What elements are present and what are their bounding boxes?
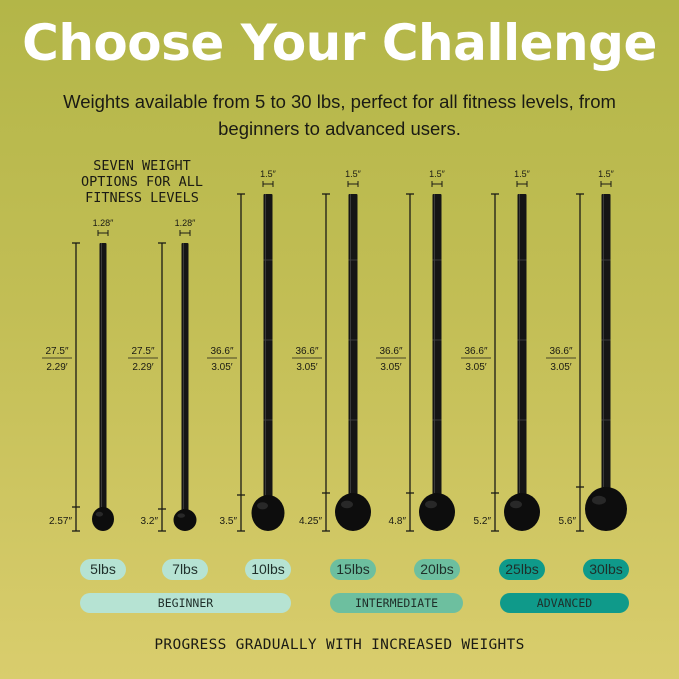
diameter-label: 1.28″ (93, 218, 115, 228)
mace-head (504, 493, 540, 531)
length-feet-label: 2.29′ (46, 362, 67, 373)
diameter-label: 1.5″ (345, 169, 362, 179)
length-feet-label: 3.05′ (380, 362, 401, 373)
mace-shaft (99, 243, 107, 511)
mace-shaft (263, 194, 273, 499)
side-label: SEVEN WEIGHT OPTIONS FOR ALL FITNESS LEV… (81, 158, 203, 206)
diameter-label: 1.28″ (175, 218, 197, 228)
diameter-label: 1.5″ (514, 169, 531, 179)
weight-pill-10lbs: 10lbs (245, 559, 291, 580)
weight-pill-20lbs: 20lbs (414, 559, 460, 580)
head-size-label: 3.5″ (220, 516, 238, 527)
mace-shaft (601, 194, 611, 491)
mace-head (585, 487, 627, 531)
length-inches-label: 27.5″ (45, 346, 68, 357)
length-feet-label: 2.29′ (132, 362, 153, 373)
mace-head (419, 493, 455, 531)
diameter-label: 1.5″ (429, 169, 446, 179)
diameter-label: 1.5″ (598, 169, 615, 179)
level-beginner: BEGINNER (80, 593, 291, 613)
length-inches-label: 36.6″ (210, 346, 233, 357)
mace-head (173, 509, 197, 531)
subtitle: Weights available from 5 to 30 lbs, perf… (63, 91, 616, 139)
head-size-label: 2.57″ (49, 516, 72, 527)
mace-shaft (432, 194, 442, 497)
head-highlight (592, 495, 606, 505)
length-inches-label: 36.6″ (549, 346, 572, 357)
head-size-label: 4.25″ (299, 516, 322, 527)
head-highlight (341, 500, 353, 509)
head-highlight (95, 511, 104, 517)
length-feet-label: 3.05′ (296, 362, 317, 373)
mace-shaft (348, 194, 358, 497)
level-advanced: ADVANCED (500, 593, 629, 613)
length-inches-label: 27.5″ (131, 346, 154, 357)
length-feet-label: 3.05′ (550, 362, 571, 373)
head-size-label: 5.6″ (559, 516, 577, 527)
head-highlight (257, 502, 268, 510)
length-inches-label: 36.6″ (295, 346, 318, 357)
weight-pill-15lbs: 15lbs (330, 559, 376, 580)
mace-shaft (517, 194, 527, 497)
head-highlight (177, 513, 186, 518)
head-size-label: 3.2″ (141, 516, 159, 527)
weight-pill-25lbs: 25lbs (499, 559, 545, 580)
level-intermediate: INTERMEDIATE (330, 593, 463, 613)
footer-text: PROGRESS GRADUALLY WITH INCREASED WEIGHT… (154, 637, 525, 653)
head-size-label: 5.2″ (474, 516, 492, 527)
head-highlight (425, 500, 437, 509)
weight-pill-5lbs: 5lbs (80, 559, 126, 580)
length-feet-label: 3.05′ (211, 362, 232, 373)
length-feet-label: 3.05′ (465, 362, 486, 373)
length-inches-label: 36.6″ (464, 346, 487, 357)
mace-head (92, 507, 114, 531)
mace-head (335, 493, 371, 531)
mace-shaft (181, 243, 189, 513)
page-title: Choose Your Challenge (22, 14, 657, 72)
weight-pill-7lbs: 7lbs (162, 559, 208, 580)
mace-head (251, 495, 285, 531)
head-size-label: 4.8″ (389, 516, 407, 527)
diameter-label: 1.5″ (260, 169, 277, 179)
length-inches-label: 36.6″ (379, 346, 402, 357)
weight-pill-30lbs: 30lbs (583, 559, 629, 580)
head-highlight (510, 500, 522, 509)
